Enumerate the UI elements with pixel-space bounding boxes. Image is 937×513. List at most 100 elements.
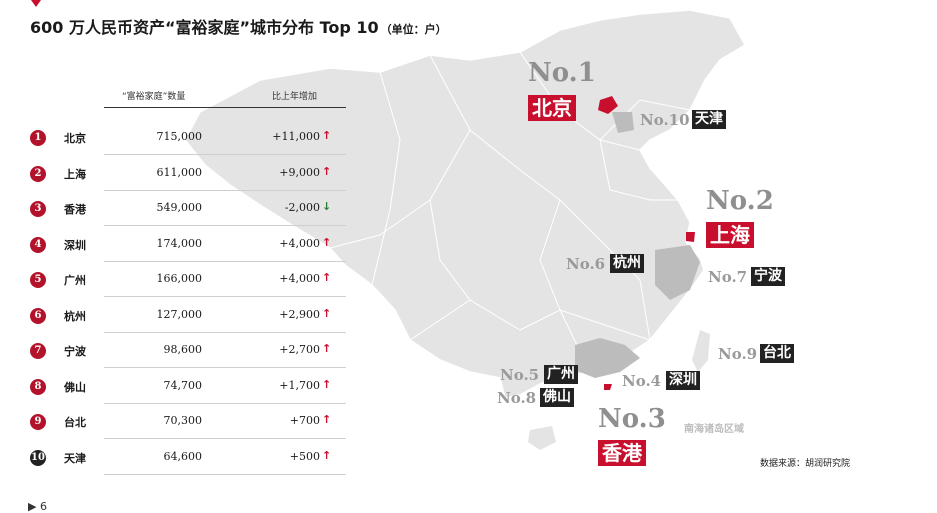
family-count: 166,000 [156,272,203,285]
table-row: 10 天津 64,600 +500 ↑ [26,440,346,475]
up-arrow-icon: ↑ [322,306,332,320]
family-count: 70,300 [163,414,203,427]
hainan-island [528,426,556,450]
label-no1-city: 北京 [528,95,576,121]
city-name: 深圳 [64,238,86,252]
label-no10-city: 天津 [692,110,726,129]
up-arrow-icon: ↑ [322,413,332,426]
label-no3-rank: No.3 [598,404,666,434]
family-count: 98,600 [163,343,203,356]
label-no4-city: 深圳 [666,371,700,390]
label-no2-rank: No.2 [706,186,774,216]
hongkong-marker [604,384,612,390]
city-name: 天津 [64,451,86,465]
yearly-change: +2,700 [279,343,320,356]
yearly-change: +500 [289,449,320,463]
up-arrow-icon: ↑ [322,235,332,249]
city-name: 香港 [64,203,86,216]
family-count: 611,000 [156,165,203,179]
page-title: 600 万人民币资产“富裕家庭”城市分布 Top 10 （单位：户） [30,14,447,38]
yearly-change: +9,000 [279,165,320,179]
label-no8-city: 佛山 [540,388,574,407]
yearly-change: +11,000 [272,130,320,143]
city-name: 佛山 [64,380,86,394]
top-marker [31,0,41,7]
city-name: 台北 [64,416,86,429]
table-row: 2 上海 611,000 +9,000 ↑ [26,156,346,191]
rank-badge: 10 [30,449,46,466]
page-number: ▶ 6 [28,500,47,513]
family-count: 127,000 [156,307,203,321]
row-divider [104,331,346,333]
title-unit: （单位：户） [380,23,447,36]
table-row: 9 台北 70,300 +700 ↑ [26,404,346,439]
up-arrow-icon: ↑ [322,448,332,462]
count-header: “富裕家庭”数量 [122,92,186,102]
hebei-region [612,112,634,133]
page-marker-icon: ▶ [28,500,37,513]
row-divider [104,260,346,262]
table-row: 4 深圳 174,000 +4,000 ↑ [26,227,346,262]
table-row: 7 宁波 98,600 +2,700 ↑ [26,333,346,368]
shanghai-marker [686,232,695,242]
label-no10-rank: No.10 [640,111,690,129]
row-divider [104,473,346,475]
table-row: 3 香港 549,000 -2,000 ↓ [26,191,346,226]
city-name: 杭州 [64,309,86,323]
table-row: 1 北京 715,000 +11,000 ↑ [26,120,346,155]
yearly-change: +4,000 [279,236,320,250]
data-source: 数据来源：胡润研究院 [760,459,851,469]
page-number-text: 6 [39,500,47,513]
rank-badge: 4 [30,236,46,253]
family-count: 549,000 [156,201,203,214]
label-no1-rank: No.1 [528,58,596,88]
label-no9-rank: No.9 [718,345,758,363]
up-arrow-icon: ↑ [322,342,332,355]
label-no4-rank: No.4 [622,372,662,390]
beijing-marker [598,96,618,114]
row-divider [104,225,346,226]
up-arrow-icon: ↑ [322,271,332,284]
yearly-change: +4,000 [279,272,320,285]
up-arrow-icon: ↑ [322,164,332,178]
row-divider [104,367,346,368]
up-arrow-icon: ↑ [322,377,332,391]
row-divider [104,189,346,191]
zhejiang-region [655,245,700,300]
label-no6-city: 杭州 [610,254,644,273]
down-arrow-icon: ↓ [322,200,332,213]
rank-badge: 3 [30,201,46,217]
label-no8-rank: No.8 [497,389,537,407]
label-no6-rank: No.6 [566,255,606,273]
family-count: 174,000 [156,236,203,250]
south-china-sea-label: 南海诸岛区域 [684,424,744,435]
rank-badge: 8 [30,378,46,395]
rank-badge: 2 [30,165,46,182]
city-name: 北京 [64,132,86,145]
row-divider [104,154,346,155]
table-row: 6 杭州 127,000 +2,900 ↑ [26,298,346,333]
title-text: 600 万人民币资产“富裕家庭”城市分布 Top 10 [30,18,379,37]
table-row: 5 广州 166,000 +4,000 ↑ [26,262,346,297]
city-name: 广州 [64,274,86,287]
rank-badge: 1 [30,130,46,146]
yearly-change: +1,700 [279,378,320,392]
rank-badge: 6 [30,307,46,324]
city-name: 宁波 [64,345,86,358]
rank-badge: 7 [30,343,46,359]
row-divider [104,402,346,404]
family-count: 74,700 [163,378,203,392]
province-borders [329,51,691,373]
label-no5-city: 广州 [544,365,578,384]
taiwan-island [692,330,710,372]
label-no9-city: 台北 [760,344,794,363]
yearly-change: +700 [289,414,320,427]
rank-badge: 9 [30,414,46,430]
table-row: 8 佛山 74,700 +1,700 ↑ [26,369,346,404]
label-no5-rank: No.5 [500,366,540,384]
change-header: 比上年增加 [272,92,318,102]
label-no7-rank: No.7 [708,268,748,286]
rank-badge: 5 [30,272,46,288]
family-count: 64,600 [163,449,203,463]
up-arrow-icon: ↑ [322,129,332,142]
